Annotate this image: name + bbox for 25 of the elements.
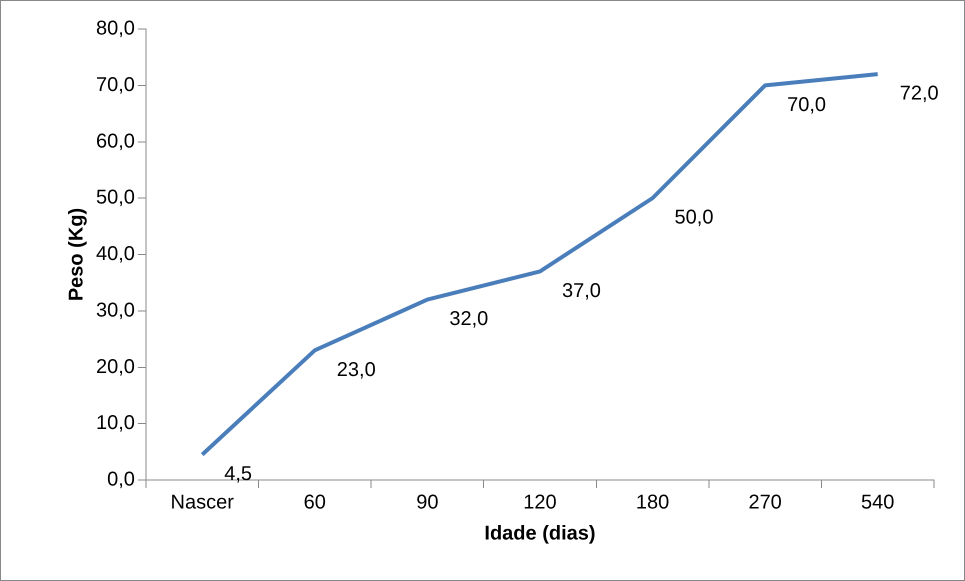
y-tick-label: 60,0 [96,130,135,152]
data-label: 50,0 [674,206,714,229]
data-label: 32,0 [449,308,488,330]
x-axis-title: Idade (dias) [484,522,596,545]
data-label: 4,5 [224,463,252,486]
y-tick-label: 30,0 [96,299,135,322]
y-tick-label: 80,0 [96,18,135,40]
x-tick-label: 540 [861,492,894,514]
y-tick-label: 10,0 [96,412,135,434]
x-tick-label: 180 [636,492,670,514]
y-tick-label: 40,0 [96,243,135,266]
y-tick-label: 20,0 [96,356,135,378]
x-tick-label: 270 [748,492,782,514]
y-tick-label: 50,0 [96,186,135,209]
x-tick-label: 60 [304,492,326,514]
x-tick-label: 90 [416,492,439,514]
x-tick-label: 120 [523,492,557,514]
data-label: 37,0 [562,280,601,302]
y-tick-label: 0,0 [107,468,135,491]
y-tick-label: 70,0 [96,74,135,96]
data-label: 72,0 [900,82,939,105]
data-label: 70,0 [787,94,826,116]
y-axis-title: Peso (Kg) [66,208,88,302]
x-tick-label: Nascer [170,492,234,514]
data-label: 23,0 [336,358,376,381]
